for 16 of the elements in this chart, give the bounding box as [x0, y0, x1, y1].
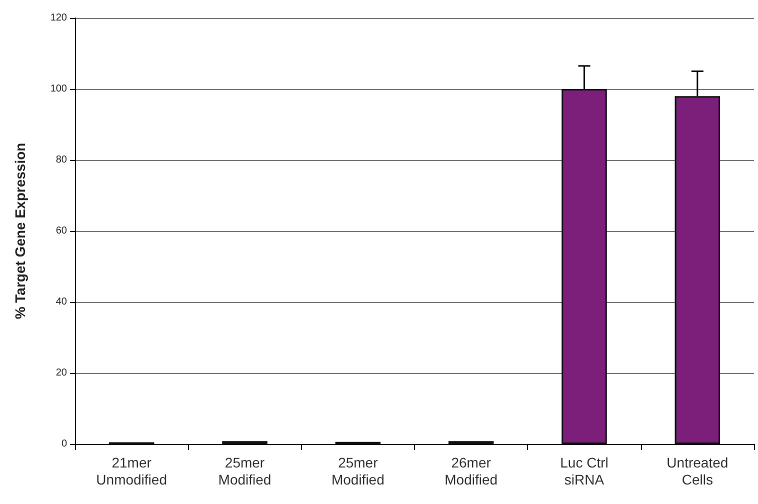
x-tick-label: Untreated Cells — [666, 454, 728, 488]
y-tick-label: 100 — [50, 84, 68, 94]
y-tick-label: 60 — [56, 226, 68, 236]
y-tick-label: 0 — [61, 438, 68, 450]
x-tick-label: 25mer Modified — [331, 454, 384, 488]
x-tick-label: 21mer Unmodified — [96, 454, 167, 488]
y-tick-label: 40 — [56, 296, 68, 308]
x-tick-label: 25mer Modified — [218, 454, 272, 488]
y-tick-label: 120 — [50, 12, 68, 24]
x-tick-label: 26mer Modified — [444, 454, 498, 488]
bar — [674, 96, 720, 444]
y-axis-title: % Target Gene Expression — [12, 142, 28, 320]
y-tick-label: 20 — [56, 368, 68, 378]
x-tick-label: Luc Ctrl siRNA — [560, 454, 608, 488]
y-tick-label: 80 — [56, 154, 68, 166]
bar — [562, 89, 607, 444]
